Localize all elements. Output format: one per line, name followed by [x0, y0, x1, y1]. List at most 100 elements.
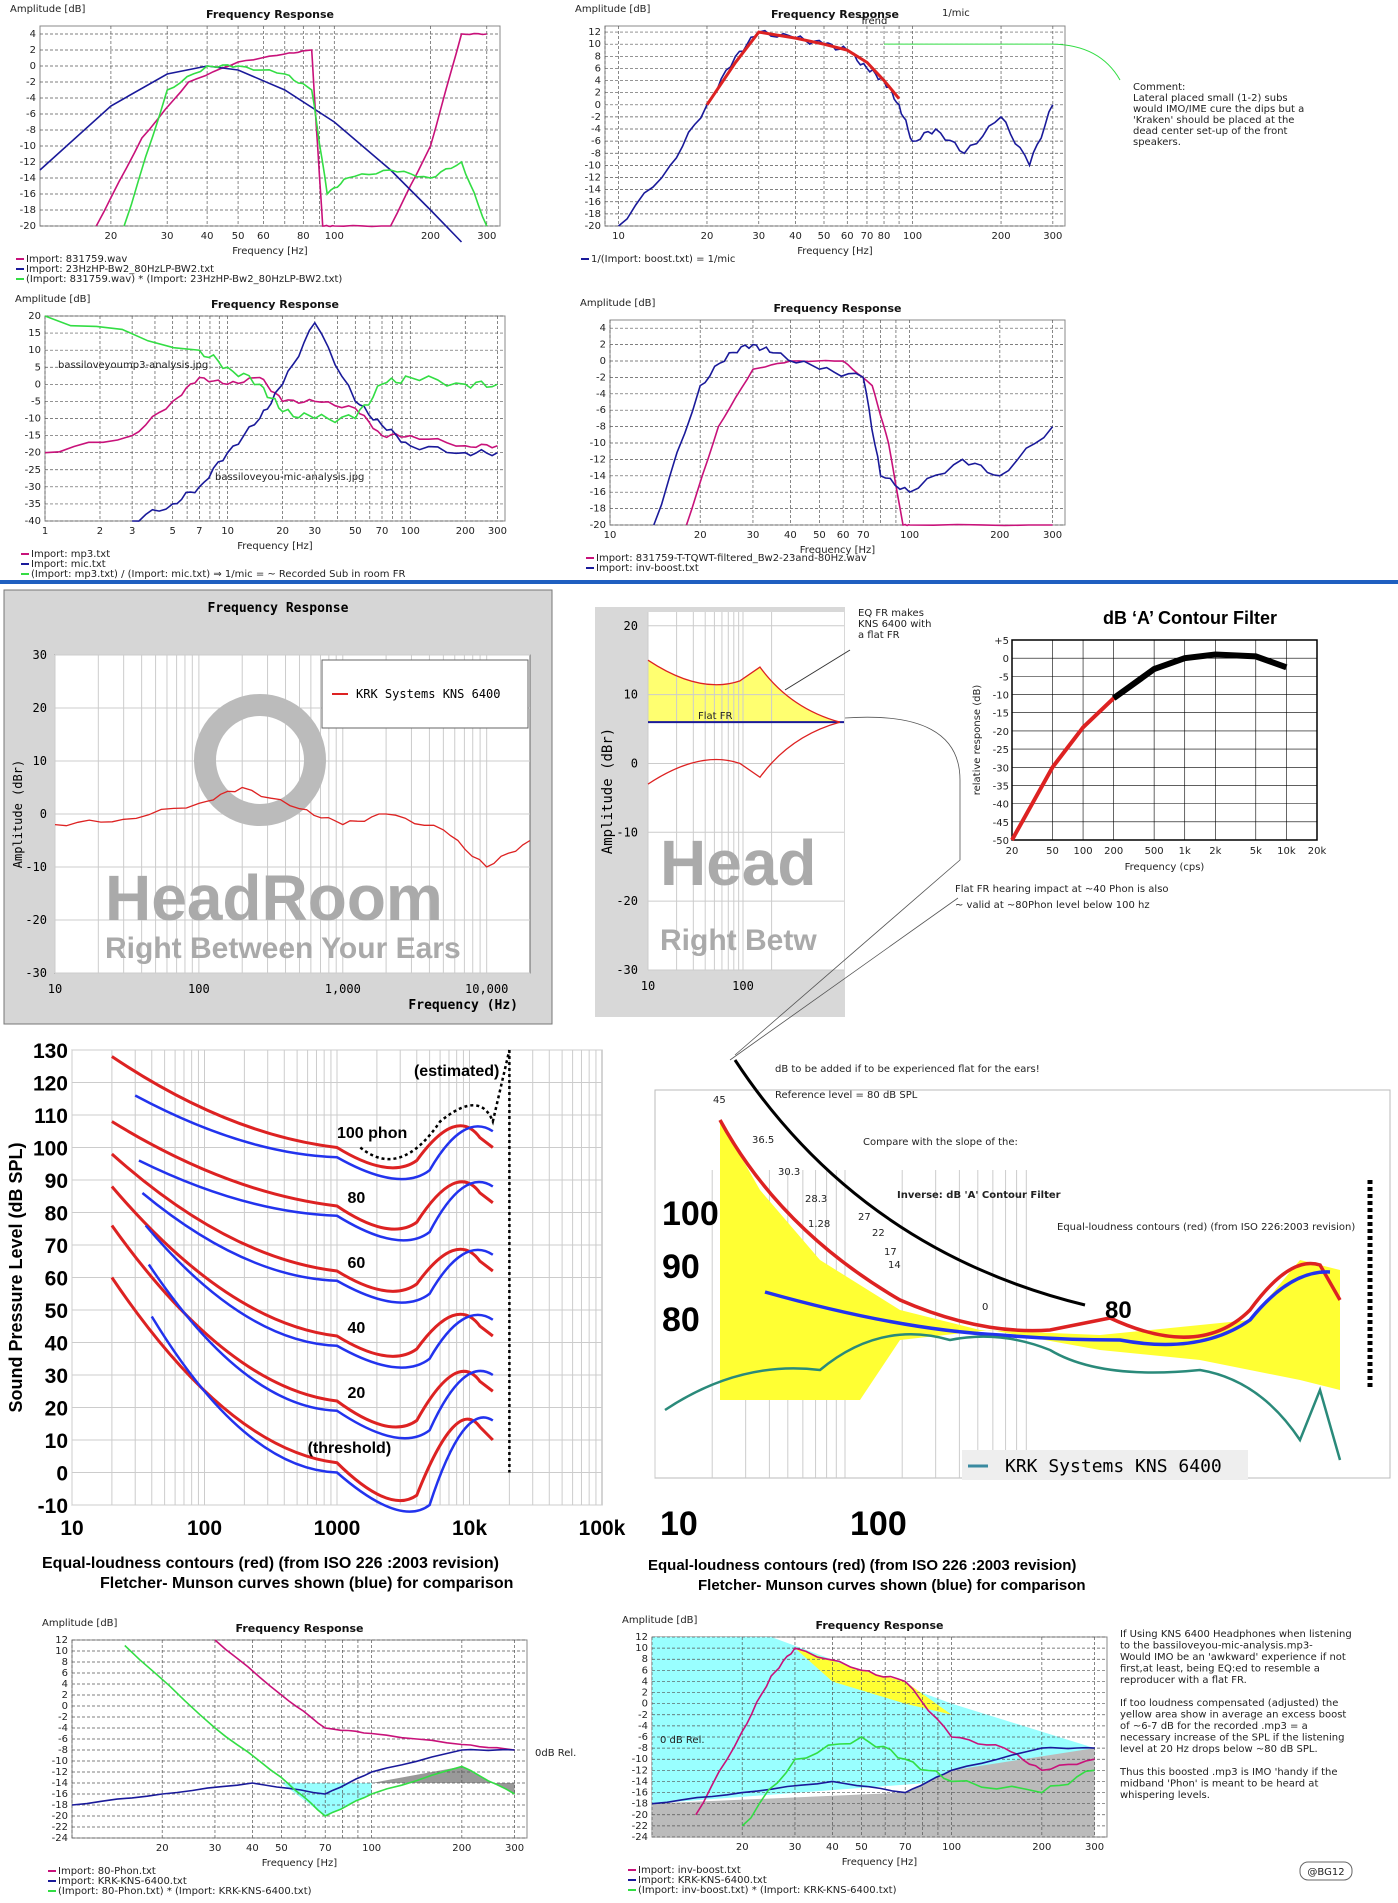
p5-ytick: -4	[58, 1723, 68, 1734]
ov-note-line: Inverse: dB 'A' Contour Filter	[897, 1190, 1061, 1201]
aw-note-arrow	[729, 897, 959, 1061]
el-iso-contour	[111, 1055, 494, 1170]
p2-ytick: -16	[585, 197, 601, 208]
el-ytick: 70	[45, 1235, 68, 1258]
h2-watermark-tag: Right Betw	[660, 924, 817, 957]
p3-xtick: 2	[97, 526, 103, 537]
aw-xtick: 200	[1104, 846, 1123, 857]
p2-comment-line: Comment:	[1133, 82, 1185, 93]
p4-ytick: 2	[600, 340, 606, 351]
p4-ytick: -10	[590, 438, 606, 449]
p2-xtick: 200	[991, 231, 1010, 242]
el-ytick: 120	[33, 1073, 68, 1096]
el-xtick: 100	[187, 1517, 222, 1540]
p5-ytick: 8	[62, 1657, 68, 1668]
p6-ytick: -2	[638, 1710, 648, 1721]
h2-watermark-logo: Head	[660, 827, 817, 899]
p3-plot	[21, 315, 506, 575]
h2-ytick: -10	[616, 825, 638, 839]
p5-ytick: -8	[58, 1745, 68, 1756]
p4-ytick: 0	[600, 356, 606, 367]
p3-ytick: 5	[35, 362, 41, 373]
el-iso-contour	[110, 1185, 494, 1358]
p3-xtick: 3	[129, 526, 135, 537]
aw-xlabel: Frequency (cps)	[1125, 862, 1205, 873]
p6-ytick: -24	[632, 1832, 648, 1843]
p3-xlabel: Frequency [Hz]	[237, 541, 313, 552]
p5-plot	[48, 1639, 528, 1892]
p2-comment-line: 'Kraken' should be placed at the	[1133, 115, 1294, 126]
p1-ytick: -20	[20, 221, 36, 232]
p2-xtick: 50	[818, 231, 831, 242]
p3-ytick: -10	[25, 414, 41, 425]
ov-legend-box	[962, 1450, 1248, 1480]
el-iso-contour	[110, 1152, 494, 1293]
h1-xtick: 1,000	[325, 982, 361, 996]
p2-ytick: -4	[591, 124, 601, 135]
p1-ytick: 4	[30, 29, 36, 40]
el-xtick: 10k	[452, 1517, 487, 1540]
p5-ytick: -22	[52, 1822, 68, 1833]
p3-xtick: 100	[401, 526, 420, 537]
aw-xtick: 100	[1074, 846, 1093, 857]
p2-xtick: 20	[701, 231, 714, 242]
p3-xtick: 300	[488, 526, 507, 537]
p6-xtick: 200	[1032, 1842, 1051, 1853]
p6-comment-line: Thus this boosted .mp3 is IMO 'handy if …	[1119, 1767, 1337, 1778]
p1-series-line	[123, 64, 488, 227]
p1-ytick: -18	[20, 205, 36, 216]
h2-xtick: 10	[641, 979, 655, 993]
p6-comment-line: whispering levels.	[1120, 1790, 1210, 1801]
p5-ytick: -12	[52, 1767, 68, 1778]
ov-yellow-fill	[720, 1120, 1340, 1400]
aw-ytick: -25	[993, 745, 1009, 756]
p4-xtick: 70	[857, 530, 870, 541]
p5-ytick: -6	[58, 1734, 68, 1745]
h2-ylabel: Amplitude (dBr)	[600, 728, 616, 854]
p5-ytick: 0	[62, 1701, 68, 1712]
ov-iso-label: Equal-loudness contours (red) (from ISO …	[1057, 1222, 1355, 1233]
p2-trend-line	[705, 30, 901, 106]
p3-title: Frequency Response	[211, 298, 339, 311]
p2-ytick: 10	[588, 39, 601, 50]
p6-xtick: 30	[789, 1842, 802, 1853]
p6-xtick: 40	[826, 1842, 839, 1853]
p1-xtick: 300	[477, 231, 496, 242]
p1-series-line	[39, 65, 463, 243]
p1-xtick: 80	[297, 231, 310, 242]
ov-note-line: Reference level = 80 dB SPL	[775, 1090, 918, 1101]
p5-legend-entry: Import: 80-Phon.txt	[58, 1866, 156, 1877]
p2-ytick: -12	[585, 173, 601, 184]
el-fm-contour	[144, 1224, 494, 1369]
h1-xtick: 10	[48, 982, 62, 996]
p3-ytick: 15	[28, 328, 41, 339]
p4-title: Frequency Response	[774, 302, 902, 315]
p1-legend-entry: Import: 23HzHP-Bw2_80HzLP-BW2.txt	[26, 264, 214, 275]
ov-db-value: 1.28	[808, 1219, 830, 1230]
p5-ytick: 10	[55, 1646, 68, 1657]
p3-xtick: 50	[349, 526, 362, 537]
p3-xtick: 20	[276, 526, 289, 537]
p3-ytick: 10	[28, 345, 41, 356]
p3-legend-entry: Import: mic.txt	[31, 559, 106, 570]
p2-xtick: 40	[789, 231, 802, 242]
p2-ytick: -14	[585, 185, 601, 196]
el-ytick: 60	[45, 1268, 68, 1291]
p2-ytick: -20	[585, 221, 601, 232]
p6-ytick: 8	[642, 1654, 648, 1665]
p2-ytick: -2	[591, 112, 601, 123]
p2-ylabel: Amplitude [dB]	[575, 4, 651, 15]
h2-ytick: 20	[624, 619, 638, 633]
h2-xtick: 100	[732, 979, 754, 993]
p1-title: Frequency Response	[206, 8, 334, 21]
ov-db-value: 14	[888, 1260, 901, 1271]
el-ytick: -10	[38, 1495, 68, 1518]
p5-ytick: -10	[52, 1756, 68, 1767]
p2-ytick: 0	[595, 100, 601, 111]
p5-ytick: 2	[62, 1690, 68, 1701]
p2-comment-line: would IMO/IME cure the dips but a	[1133, 104, 1304, 115]
h1-ytick: 20	[33, 701, 47, 715]
p2-ytick: 12	[588, 27, 601, 38]
aw-plot-area	[1011, 639, 1318, 841]
p6-series-line	[741, 1736, 1095, 1827]
